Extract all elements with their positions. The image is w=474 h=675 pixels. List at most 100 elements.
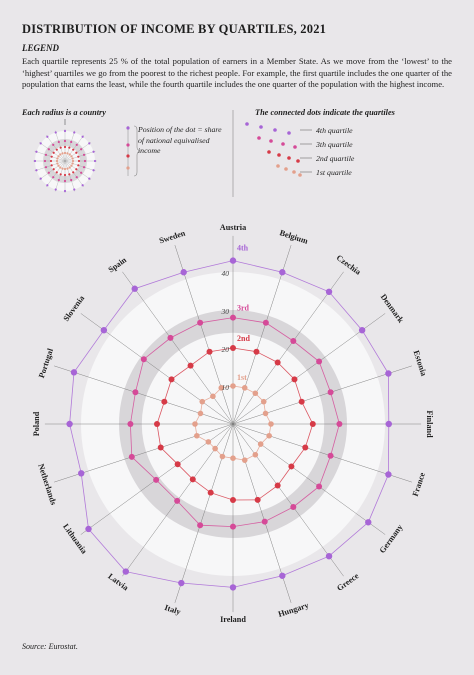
point-3rd-latvia xyxy=(174,497,181,504)
legend-connected-dot xyxy=(287,156,291,160)
mini-dot xyxy=(63,167,67,171)
position-dot xyxy=(126,126,130,130)
point-2nd-spain xyxy=(187,362,194,369)
mini-dot xyxy=(59,146,62,149)
point-3rd-lithuania xyxy=(153,476,160,483)
point-3rd-portugal xyxy=(132,389,139,396)
point-3rd-greece xyxy=(290,504,297,511)
spoke-spain xyxy=(122,271,234,425)
point-2nd-portugal xyxy=(161,398,168,405)
point-2nd-belgium xyxy=(253,348,260,355)
legend-connected-dot xyxy=(277,153,281,157)
mini-spoke xyxy=(46,135,66,162)
country-label-netherlands: Netherlands xyxy=(36,463,58,506)
mini-dot xyxy=(83,159,87,163)
mini-dot xyxy=(71,159,75,163)
mini-dot xyxy=(71,157,74,160)
point-1st-latvia xyxy=(212,445,218,452)
mini-dot xyxy=(59,173,62,176)
point-3rd-sweden xyxy=(197,319,204,326)
mini-dot xyxy=(75,168,78,171)
mini-dot xyxy=(70,155,73,158)
spoke-greece xyxy=(232,423,344,577)
mini-dot xyxy=(63,139,67,143)
tick-label: 10 xyxy=(222,383,230,392)
spoke-estonia xyxy=(232,365,412,425)
mini-dot xyxy=(63,129,67,133)
mini-dot xyxy=(75,151,78,154)
point-1st-finland xyxy=(268,421,274,427)
country-label-hungary: Hungary xyxy=(277,600,310,619)
point-4th-estonia xyxy=(385,370,392,377)
point-4th-netherlands xyxy=(78,470,85,477)
point-4th-hungary xyxy=(279,572,286,579)
mini-dot xyxy=(88,142,91,145)
legend-connected-dot xyxy=(287,131,291,135)
mini-dot xyxy=(55,148,58,151)
mini-dot xyxy=(81,184,84,187)
legend-connected-dot xyxy=(267,150,271,154)
point-1st-lithuania xyxy=(205,439,212,445)
point-2nd-czechia xyxy=(274,359,281,366)
point-2nd-hungary xyxy=(254,496,261,503)
mini-dot xyxy=(33,159,37,163)
mini-dot xyxy=(56,162,59,165)
mini-dot xyxy=(50,164,53,167)
point-2nd-netherlands xyxy=(157,444,164,451)
point-4th-greece xyxy=(325,552,333,560)
point-3rd-netherlands xyxy=(128,453,135,460)
legend-connected-dot xyxy=(292,170,296,174)
point-1st-italy xyxy=(219,453,226,460)
point-2nd-lithuania xyxy=(174,461,181,468)
mini-dot xyxy=(70,164,73,167)
point-2nd-slovenia xyxy=(168,376,175,383)
country-label-sweden: Sweden xyxy=(158,228,187,245)
mini-dot xyxy=(57,164,60,167)
legend-connected-dot xyxy=(273,128,277,132)
country-label-belgium: Belgium xyxy=(279,228,310,246)
mini-dot xyxy=(56,157,59,160)
mini-spoke xyxy=(46,160,66,187)
mini-spoke xyxy=(39,142,66,162)
mini-dot xyxy=(49,159,53,163)
mini-dot xyxy=(35,169,38,172)
country-label-finland: Finland xyxy=(425,410,434,438)
point-4th-lithuania xyxy=(85,525,92,533)
point-2nd-greece xyxy=(274,482,281,489)
mini-dot xyxy=(63,151,67,155)
point-2nd-estonia xyxy=(298,398,305,405)
mini-dot xyxy=(68,146,71,149)
point-3rd-slovenia xyxy=(140,356,147,363)
legend-connected-dot xyxy=(296,159,300,163)
mini-dot xyxy=(47,148,50,151)
mini-spoke xyxy=(64,150,96,162)
mini-dot xyxy=(57,155,60,158)
mini-spoke xyxy=(34,150,66,162)
legend-connected-dot xyxy=(284,167,288,171)
country-label-ireland: Ireland xyxy=(220,615,246,624)
mini-spoke xyxy=(64,135,84,162)
tick-label: 20 xyxy=(222,345,230,354)
point-1st-portugal xyxy=(197,410,204,417)
mini-dot xyxy=(61,167,64,170)
mini-dot xyxy=(66,167,69,170)
mini-dot xyxy=(52,151,55,154)
point-2nd-france xyxy=(302,444,309,451)
mini-spoke xyxy=(64,142,91,162)
legend-description: Each quartile represents 25 % of the tot… xyxy=(22,56,452,89)
point-4th-czechia xyxy=(325,288,333,296)
point-4th-france xyxy=(385,471,392,478)
quartile-tag: 4th xyxy=(237,244,249,253)
country-label-austria: Austria xyxy=(220,223,246,232)
legend-connected-dot xyxy=(276,164,280,168)
mini-dot xyxy=(57,140,60,144)
country-label-slovenia: Slovenia xyxy=(62,294,87,323)
point-2nd-finland xyxy=(309,421,316,427)
point-3rd-germany xyxy=(316,483,323,490)
source-note: Source: Eurostat. xyxy=(22,642,78,651)
legend-connected-dot xyxy=(281,142,285,146)
quartile-tag: 1st xyxy=(237,373,247,382)
point-2nd-austria xyxy=(230,345,236,351)
quartile-tag: 3rd xyxy=(237,304,250,313)
